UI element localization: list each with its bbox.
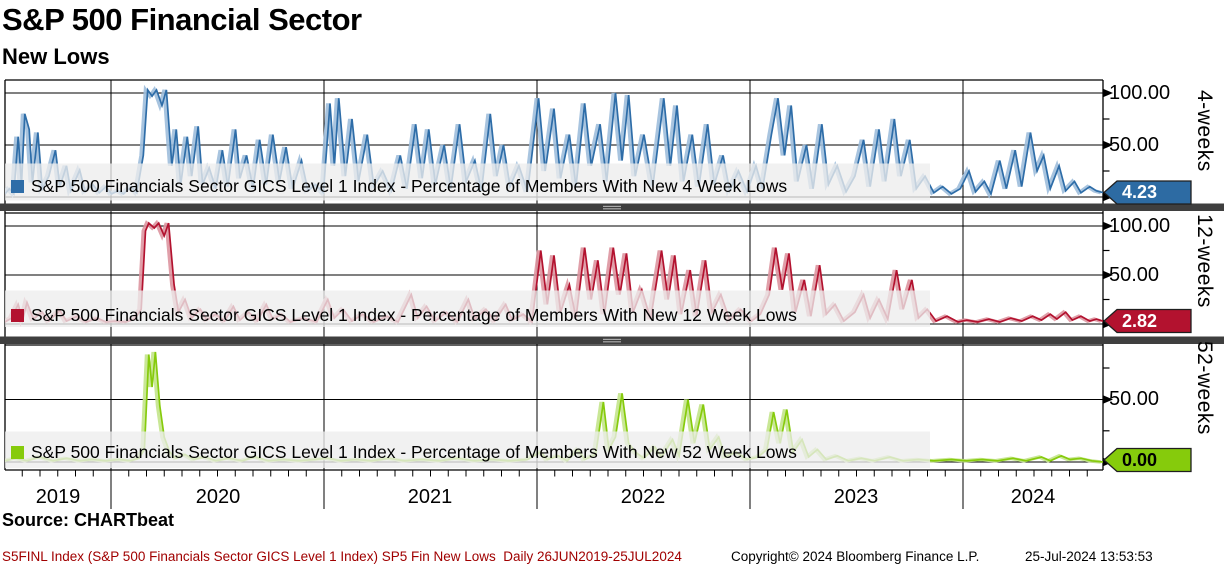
- tick-label-50-panel1: 50.00: [1109, 134, 1160, 156]
- legend-bands: [5, 163, 930, 468]
- axis-arrow-ticks: [1103, 88, 1113, 467]
- panel-label-52-weeks: 52-weeks: [1193, 341, 1216, 435]
- value-badges: [1103, 180, 1192, 473]
- last-value-52-weeks: 0.00: [1122, 449, 1158, 470]
- tick-label-100-panel1: 100.00: [1109, 82, 1171, 104]
- page-subtitle: New Lows: [2, 44, 110, 69]
- x-label-2019: 2019: [35, 486, 81, 508]
- x-label-2023: 2023: [833, 486, 879, 508]
- security-description: S5FINL Index (S&P 500 Financials Sector …: [2, 549, 682, 564]
- x-label-2020: 2020: [195, 486, 241, 508]
- page-title: S&P 500 Financial Sector: [2, 2, 362, 37]
- panel-label-4-weeks: 4-weeks: [1193, 90, 1216, 172]
- x-label-2024: 2024: [1010, 486, 1056, 508]
- tick-label-50-panel3: 50.00: [1109, 388, 1160, 410]
- badge-52-weeks: [1103, 447, 1192, 473]
- panel-separator-1[interactable]: [0, 203, 1224, 212]
- plot-frame: [4, 79, 1104, 471]
- legend-label: S&P 500 Financials Sector GICS Level 1 I…: [31, 441, 797, 462]
- axis-minor-ticks: [1103, 118, 1110, 432]
- panel-separator-2[interactable]: [0, 336, 1224, 345]
- x-label-2022: 2022: [620, 486, 666, 508]
- badge-12-weeks: [1103, 308, 1192, 334]
- last-value-4-weeks: 4.23: [1122, 182, 1158, 202]
- source-label: Source: CHARTbeat: [2, 510, 175, 530]
- legend-marker-icon: [11, 179, 24, 193]
- last-value-12-weeks: 2.82: [1122, 310, 1158, 331]
- legend-label: S&P 500 Financials Sector GICS Level 1 I…: [31, 304, 797, 325]
- tick-label-100-panel2: 100.00: [1109, 215, 1171, 237]
- copyright-text: Copyright© 2024 Bloomberg Finance L.P.: [731, 549, 980, 564]
- badge-4-weeks: [1103, 180, 1192, 205]
- month-ticks: [21, 470, 1088, 477]
- legend-marker-icon: [11, 445, 24, 459]
- panel-label-12-weeks: 12-weeks: [1193, 214, 1216, 308]
- tick-label-50-panel2: 50.00: [1109, 264, 1160, 286]
- separator-grip-icon[interactable]: [603, 205, 621, 207]
- separator-grip-icon[interactable]: [603, 338, 621, 340]
- panel-12-weeks-plot-area[interactable]: [5, 213, 1103, 324]
- legend-marker-icon: [11, 308, 24, 322]
- timestamp: 25-Jul-2024 13:53:53: [1025, 549, 1153, 564]
- panel-4-weeks-plot-area[interactable]: [5, 80, 1103, 203]
- legend-4-weeks[interactable]: S&P 500 Financials Sector GICS Level 1 I…: [11, 175, 788, 196]
- legend-label: S&P 500 Financials Sector GICS Level 1 I…: [31, 175, 788, 196]
- legend-12-weeks[interactable]: S&P 500 Financials Sector GICS Level 1 I…: [11, 304, 797, 325]
- x-label-2021: 2021: [407, 486, 453, 508]
- panel-52-weeks-plot-area[interactable]: [5, 345, 1103, 462]
- legend-52-weeks[interactable]: S&P 500 Financials Sector GICS Level 1 I…: [11, 441, 797, 462]
